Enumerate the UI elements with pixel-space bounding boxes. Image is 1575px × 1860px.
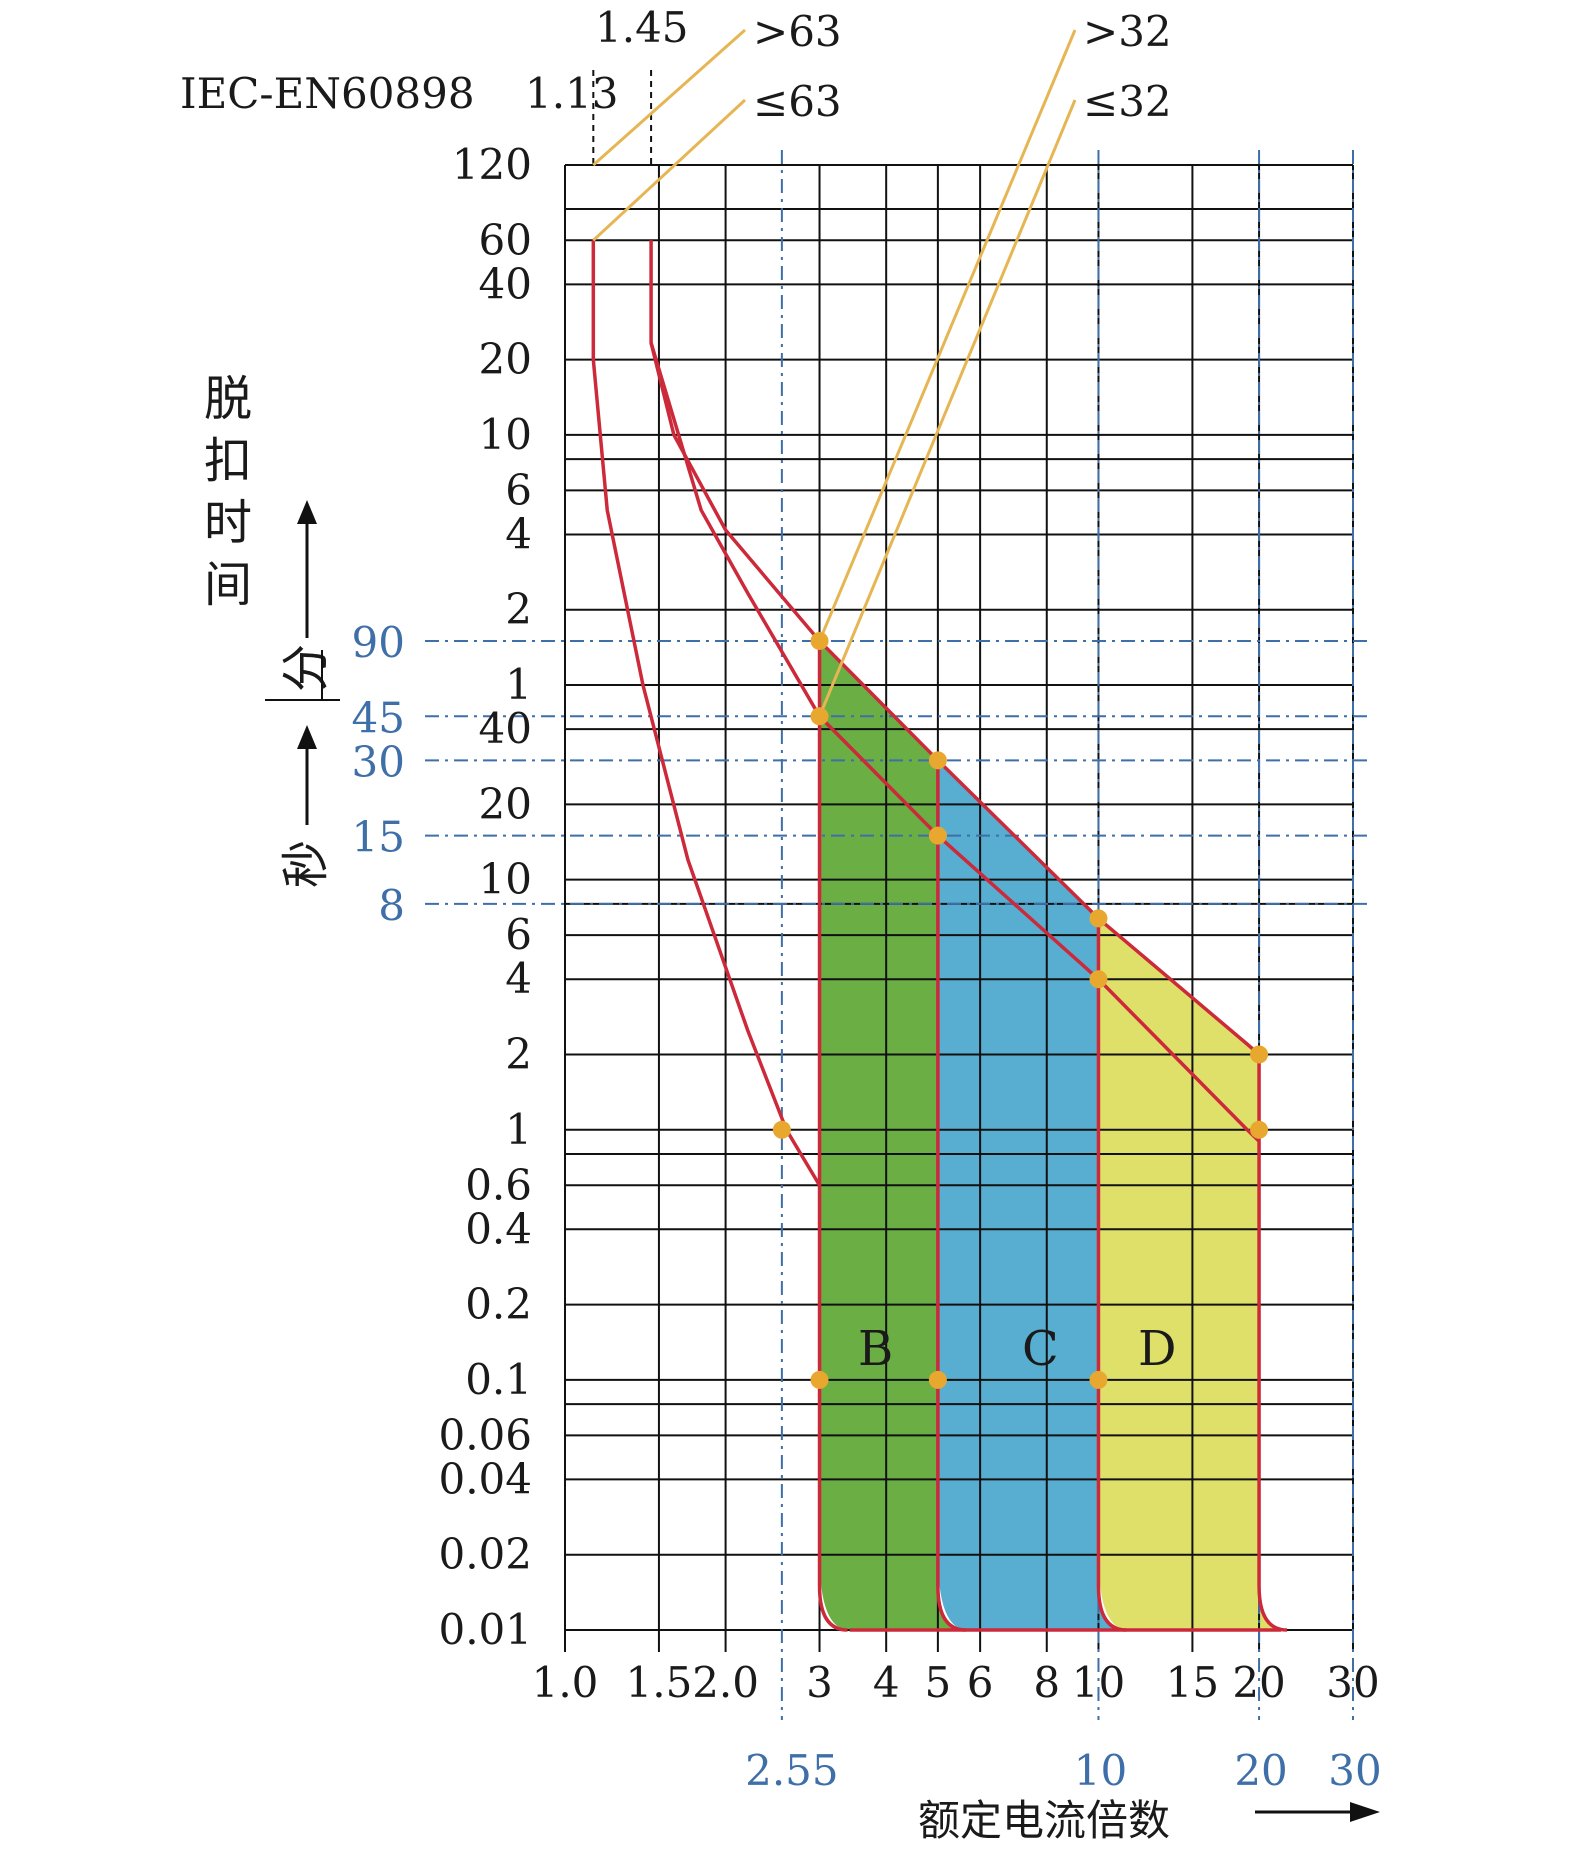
unit-seconds-label: 秒 — [278, 840, 334, 888]
y-tick-label-minutes: 20 — [479, 335, 532, 384]
rating-line — [818, 99, 1077, 717]
x-tick-label: 10 — [1072, 1658, 1125, 1707]
marker-points — [772, 631, 1269, 1389]
marker-point — [1089, 909, 1108, 928]
region-b-label: B — [858, 1321, 893, 1377]
region-boundary-3 — [817, 640, 848, 1632]
x-tick-label: 1.5 — [626, 1658, 693, 1707]
marker-point — [928, 1370, 947, 1389]
y-tick-label-seconds: 0.04 — [438, 1454, 532, 1503]
marker-point — [772, 1120, 791, 1139]
y-tick-label-minutes: 10 — [479, 410, 532, 459]
curve-thermal-1.13 — [591, 240, 822, 1187]
marker-point — [1089, 1370, 1108, 1389]
y-tick-label-seconds: 40 — [479, 704, 532, 753]
y-tick-label-seconds: 0.02 — [438, 1530, 532, 1579]
y-tick-label-blue: 45 — [352, 693, 405, 742]
rating-label: >32 — [1083, 7, 1172, 56]
y-tick-label-blue: 8 — [378, 881, 405, 930]
y-tick-label-blue: 90 — [352, 618, 405, 667]
curve-lower — [649, 342, 1261, 1143]
marker-point — [810, 707, 829, 726]
rating-line — [592, 28, 746, 167]
rating-label: ≤32 — [1083, 77, 1172, 126]
region-boundary-20 — [1257, 1129, 1288, 1632]
y-axis-title-char: 扣 — [204, 433, 252, 489]
y-axis-title-char: 间 — [204, 557, 252, 613]
x-axis-title: 额定电流倍数 — [918, 1796, 1170, 1845]
rating-annotation-lines — [592, 28, 1077, 717]
y-tick-label-seconds: 0.4 — [465, 1204, 532, 1253]
y-tick-label-minutes: 40 — [479, 259, 532, 308]
rating-line — [818, 29, 1077, 642]
x-tick-label: 2.0 — [692, 1658, 759, 1707]
y-tick-label-blue: 30 — [352, 737, 405, 786]
minutes-arrow-head — [297, 500, 317, 524]
marker-point — [928, 751, 947, 770]
x-tick-label: 5 — [925, 1658, 952, 1707]
marker-point — [810, 631, 829, 650]
y-tick-label-seconds: 1 — [505, 1105, 532, 1154]
region-fills — [819, 640, 1288, 1630]
region-b-fill — [819, 640, 966, 1630]
x-tick-label: 15 — [1166, 1658, 1219, 1707]
rating-line — [592, 98, 747, 242]
seconds-arrow-head — [297, 725, 317, 749]
x-tick-label-blue: 20 — [1234, 1746, 1287, 1795]
x-tick-label: 6 — [967, 1658, 994, 1707]
y-tick-label-blue: 15 — [352, 813, 405, 862]
x-tick-label: 4 — [873, 1658, 900, 1707]
y-tick-label-seconds: 4 — [505, 954, 532, 1003]
y-tick-label-minutes: 4 — [505, 509, 532, 558]
standard-label: IEC-EN60898 — [180, 69, 475, 118]
y-tick-label-seconds: 6 — [505, 910, 532, 959]
marker-point — [1250, 1120, 1269, 1139]
y-tick-label-seconds: 0.6 — [465, 1160, 532, 1209]
y-tick-label-seconds: 10 — [479, 855, 532, 904]
x-tick-label-blue: 2.55 — [745, 1746, 839, 1795]
x-tick-label: 30 — [1326, 1658, 1379, 1707]
rating-label: ≤63 — [753, 77, 842, 126]
y-tick-label-seconds: 0.1 — [465, 1355, 532, 1404]
y-axis-title-char: 脱 — [204, 371, 252, 427]
x-tick-label: 8 — [1033, 1658, 1060, 1707]
region-c-fill — [937, 760, 1127, 1630]
y-tick-label-seconds: 2 — [505, 1029, 532, 1078]
x-tick-label-blue: 30 — [1328, 1746, 1381, 1795]
y-axis-title-char: 时 — [204, 495, 252, 551]
unit-minutes-label: 分 — [278, 644, 334, 692]
y-tick-label-seconds: 0.2 — [465, 1280, 532, 1329]
y-tick-label-minutes: 6 — [505, 465, 532, 514]
marker-point — [928, 826, 947, 845]
y-tick-label-minutes: 60 — [479, 215, 532, 264]
y-tick-label-seconds: 20 — [479, 779, 532, 828]
x-tick-label: 20 — [1232, 1658, 1285, 1707]
x-tick-label-blue: 10 — [1074, 1746, 1127, 1795]
marker-point — [1250, 1045, 1269, 1064]
threshold-label: 1.45 — [595, 3, 689, 52]
y-tick-label-minutes: 1 — [505, 660, 532, 709]
region-c-label: C — [1022, 1321, 1059, 1377]
x-tick-label: 3 — [806, 1658, 833, 1707]
rating-label: >63 — [753, 7, 842, 56]
y-tick-label-seconds: 0.06 — [438, 1410, 532, 1459]
marker-point — [1089, 970, 1108, 989]
chart-labels: IEC-EN60898 秒 分 额定电流倍数 >63 ≤63 >32 ≤32 1.45 1… — [180, 3, 1382, 1845]
marker-point — [810, 1370, 829, 1389]
x-axis-arrow-head — [1350, 1802, 1380, 1822]
region-d-label: D — [1138, 1321, 1176, 1377]
x-tick-label: 1.0 — [532, 1658, 599, 1707]
trip-curves — [591, 240, 1288, 1632]
y-tick-label-minutes: 120 — [452, 140, 532, 189]
threshold-label: 1.13 — [525, 69, 619, 118]
y-tick-label-minutes: 2 — [505, 585, 532, 634]
y-tick-label-seconds: 0.01 — [438, 1605, 532, 1654]
